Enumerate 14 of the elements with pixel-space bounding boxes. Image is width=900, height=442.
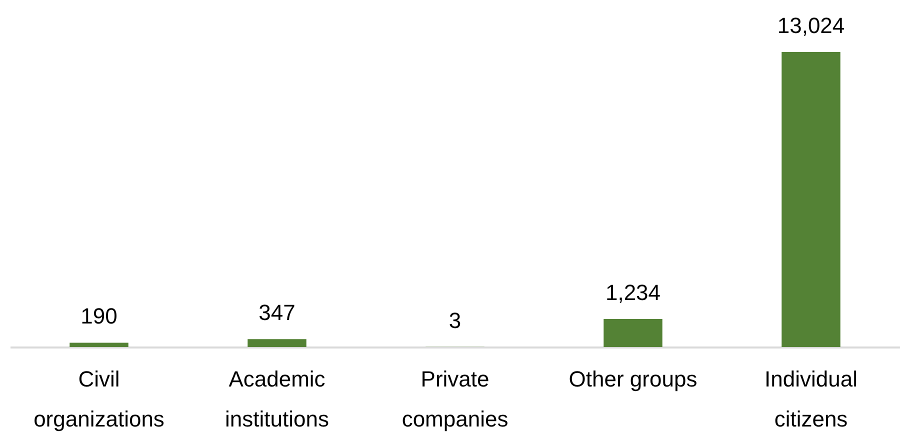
- bar: [248, 339, 306, 347]
- x-tick-label: Academic institutions: [225, 366, 329, 432]
- x-tick-label: Other groups: [568, 366, 698, 392]
- x-tick-label: Civil organizations: [34, 366, 164, 432]
- bar: [604, 319, 662, 347]
- bar: [70, 342, 128, 347]
- bar: [782, 52, 840, 347]
- x-tick-label: Private companies: [402, 366, 508, 432]
- data-label: 3: [448, 308, 462, 333]
- data-label: 13,024: [777, 13, 845, 38]
- data-label: 1,234: [605, 280, 661, 306]
- x-tick-label: Individual citizens: [764, 366, 858, 432]
- data-label: 190: [80, 304, 118, 329]
- data-label: 347: [258, 300, 296, 326]
